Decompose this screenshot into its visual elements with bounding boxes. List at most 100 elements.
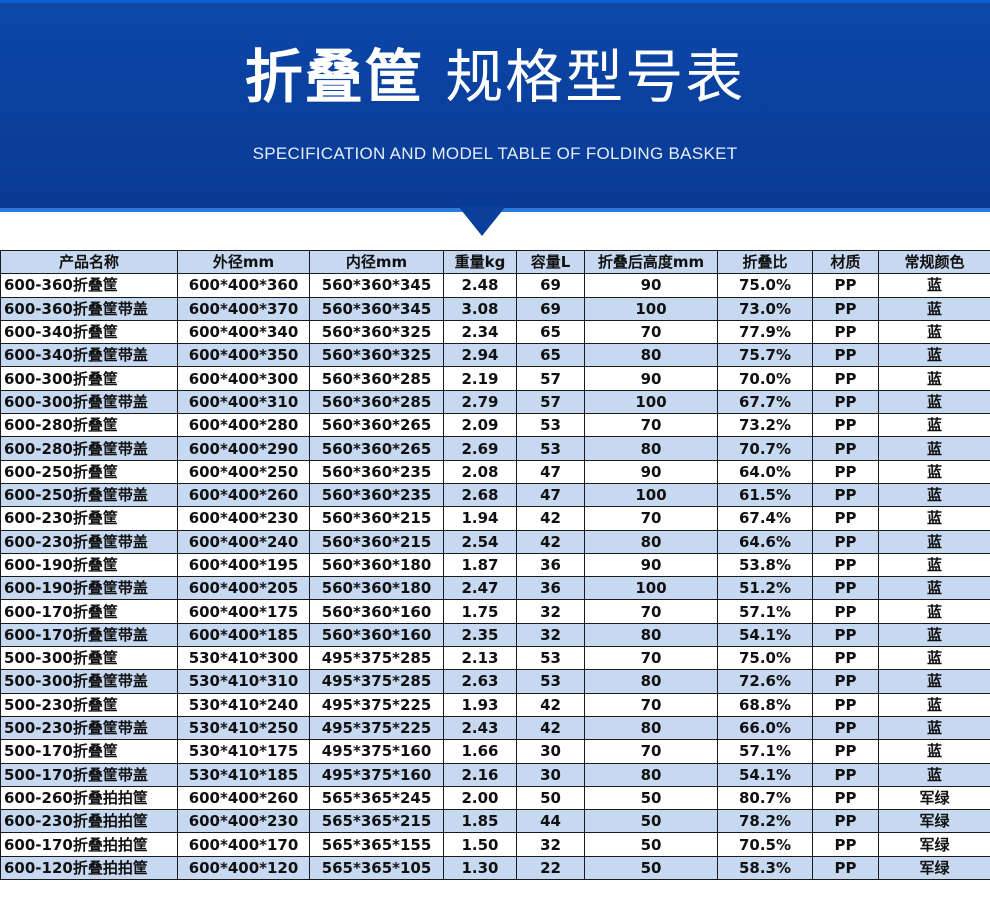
table-cell: 600*400*260 (177, 785, 310, 811)
table-cell: 53 (516, 669, 585, 694)
table-cell: 蓝 (878, 552, 990, 578)
table-cell: 64.0% (717, 459, 813, 484)
table-cell: 1.93 (443, 692, 517, 717)
table-cell: 2.16 (443, 762, 517, 787)
table-cell: 军绿 (878, 855, 990, 881)
table-cell: 47 (516, 459, 585, 484)
table-cell: 蓝 (878, 459, 990, 484)
table-cell: 77.9% (717, 319, 813, 345)
title-light: 规格型号表 (445, 43, 746, 111)
table-cell: 22 (516, 855, 585, 881)
table-cell: 蓝 (878, 762, 990, 787)
table-cell: 600*400*370 (177, 296, 310, 321)
table-cell: 蓝 (878, 389, 990, 415)
table-cell: 90 (584, 459, 718, 484)
table-cell: 80 (584, 762, 718, 787)
table-cell: 蓝 (878, 319, 990, 345)
table-cell: 560*360*325 (309, 343, 444, 368)
table-cell: 50 (584, 832, 718, 857)
table-cell: 30 (516, 739, 585, 764)
table-cell: 600*400*230 (177, 506, 310, 531)
table-row: 600-120折叠拍拍筐 600*400*120 565*365*105 1.30 22… (0, 855, 990, 881)
table-cell: PP (812, 319, 879, 345)
table-cell: 2.79 (443, 389, 517, 415)
table-cell: 军绿 (878, 785, 990, 811)
table-cell: 530*410*175 (177, 739, 310, 764)
table-cell: 2.54 (443, 529, 517, 554)
product-name-cell: 600-250折叠筐带盖 (0, 482, 178, 508)
table-cell: 600*400*280 (177, 413, 310, 438)
product-name-cell: 500-300折叠筐带盖 (0, 669, 178, 694)
table-row: 600-170折叠筐带盖 600*400*185 560*360*160 2.35 32… (0, 622, 990, 648)
table-cell: 600*400*185 (177, 622, 310, 648)
table-row: 600-190折叠筐带盖 600*400*205 560*360*180 2.47 36… (0, 576, 990, 601)
table-cell: 42 (516, 715, 585, 741)
table-cell: 蓝 (878, 576, 990, 601)
table-cell: 2.48 (443, 273, 517, 298)
table-cell: 600*400*350 (177, 343, 310, 368)
table-cell: 军绿 (878, 809, 990, 834)
table-cell: 蓝 (878, 715, 990, 741)
table-cell: 2.08 (443, 459, 517, 484)
table-cell: 2.47 (443, 576, 517, 601)
product-name-cell: 600-260折叠拍拍筐 (0, 785, 178, 811)
table-cell: 53.8% (717, 552, 813, 578)
table-cell: 1.94 (443, 506, 517, 531)
table-cell: 73.2% (717, 413, 813, 438)
table-cell: 44 (516, 809, 585, 834)
table-cell: 58.3% (717, 855, 813, 881)
table-cell: 560*360*345 (309, 296, 444, 321)
table-cell: 蓝 (878, 622, 990, 648)
product-name-cell: 600-190折叠筐带盖 (0, 576, 178, 601)
table-cell: 80.7% (717, 785, 813, 811)
table-cell: 70.5% (717, 832, 813, 857)
table-cell: 军绿 (878, 832, 990, 857)
table-cell: 565*365*215 (309, 809, 444, 834)
table-cell: PP (812, 343, 879, 368)
table-cell: 600*400*170 (177, 832, 310, 857)
table-row: 600-340折叠筐带盖 600*400*350 560*360*325 2.94 65… (0, 343, 990, 368)
table-cell: 47 (516, 482, 585, 508)
table-cell: 600*400*250 (177, 459, 310, 484)
product-name-cell: 500-230折叠筐带盖 (0, 715, 178, 741)
table-cell: 560*360*180 (309, 552, 444, 578)
table-cell: 36 (516, 576, 585, 601)
product-name-cell: 600-230折叠筐带盖 (0, 529, 178, 554)
table-cell: 66.0% (717, 715, 813, 741)
table-cell: 75.0% (717, 273, 813, 298)
table-cell: 2.09 (443, 413, 517, 438)
table-cell: 600*400*230 (177, 809, 310, 834)
table-cell: 560*360*345 (309, 273, 444, 298)
table-cell: 565*365*155 (309, 832, 444, 857)
table-cell: 565*365*245 (309, 785, 444, 811)
table-cell: PP (812, 669, 879, 694)
table-cell: 1.30 (443, 855, 517, 881)
table-cell: 54.1% (717, 762, 813, 787)
table-cell: PP (812, 855, 879, 881)
table-cell: 560*360*235 (309, 459, 444, 484)
column-header: 内径mm (309, 249, 444, 275)
table-cell: PP (812, 692, 879, 717)
table-cell: 530*410*250 (177, 715, 310, 741)
table-cell: PP (812, 715, 879, 741)
table-body: 600-360折叠筐 600*400*360 560*360*345 2.48 69 90… (0, 273, 990, 881)
table-cell: 68.8% (717, 692, 813, 717)
table-cell: 蓝 (878, 739, 990, 764)
table-cell: PP (812, 576, 879, 601)
table-cell: PP (812, 506, 879, 531)
table-cell: 560*360*285 (309, 389, 444, 415)
table-row: 600-280折叠筐带盖 600*400*290 560*360*265 2.69 53… (0, 436, 990, 461)
table-cell: 2.13 (443, 646, 517, 671)
table-cell: 32 (516, 599, 585, 624)
product-name-cell: 600-340折叠筐 (0, 319, 178, 345)
table-cell: 1.85 (443, 809, 517, 834)
table-row: 500-170折叠筐带盖 530*410*185 495*375*160 2.16 30… (0, 762, 990, 787)
table-cell: 53 (516, 436, 585, 461)
table-cell: 78.2% (717, 809, 813, 834)
table-cell: 70 (584, 739, 718, 764)
table-cell: PP (812, 739, 879, 764)
table-cell: 2.94 (443, 343, 517, 368)
table-cell: 57.1% (717, 739, 813, 764)
table-row: 600-230折叠筐带盖 600*400*240 560*360*215 2.54 42… (0, 529, 990, 554)
table-cell: 65 (516, 343, 585, 368)
